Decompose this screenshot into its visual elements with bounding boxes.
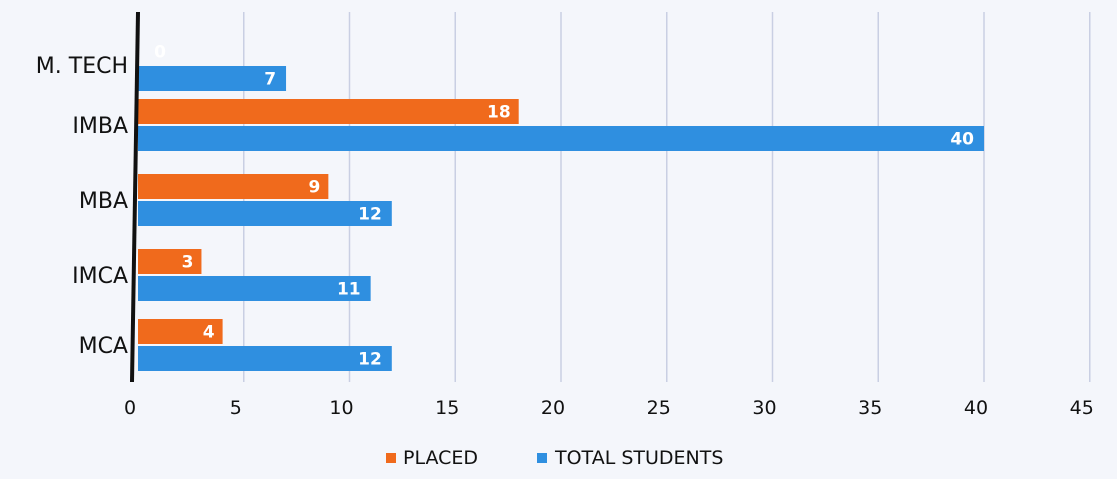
x-tick-label-25: 25 xyxy=(647,397,671,419)
value-label-total-students: 40 xyxy=(950,130,974,150)
bar-placed xyxy=(138,99,519,124)
category-label-mca: MCA xyxy=(79,334,128,359)
x-tick-label-5: 5 xyxy=(230,397,242,419)
bar-placed xyxy=(138,249,202,274)
value-label-total-students: 11 xyxy=(337,280,361,300)
category-label-m-tech: M. TECH xyxy=(36,54,128,79)
category-label-imba: IMBA xyxy=(72,114,128,139)
value-label-placed: 0 xyxy=(154,43,166,63)
y-axis-line xyxy=(130,11,140,383)
bar-total-students xyxy=(138,276,371,301)
x-tick-label-40: 40 xyxy=(964,397,988,419)
value-label-total-students: 12 xyxy=(358,350,382,370)
value-label-placed: 3 xyxy=(182,253,194,273)
value-label-total-students: 12 xyxy=(358,205,382,225)
value-label-placed: 4 xyxy=(203,323,215,343)
value-label-placed: 18 xyxy=(487,103,511,123)
bar-total-students xyxy=(138,126,984,151)
x-tick-label-0: 0 xyxy=(124,397,136,419)
x-tick-label-30: 30 xyxy=(752,397,776,419)
bar-total-students xyxy=(138,66,287,91)
legend-label-total-students: TOTAL STUDENTS xyxy=(554,447,723,469)
x-tick-label-10: 10 xyxy=(329,397,353,419)
x-tick-label-15: 15 xyxy=(435,397,459,419)
category-label-mba: MBA xyxy=(79,189,128,214)
bar-placed xyxy=(138,174,329,199)
x-tick-label-20: 20 xyxy=(541,397,565,419)
x-tick-label-35: 35 xyxy=(858,397,882,419)
legend-swatch-placed xyxy=(386,453,396,463)
legend-swatch-total-students xyxy=(537,453,547,463)
x-tick-label-45: 45 xyxy=(1070,397,1094,419)
value-label-total-students: 7 xyxy=(264,70,276,90)
bar-placed xyxy=(138,319,223,344)
legend-label-placed: PLACED xyxy=(403,447,478,469)
value-label-placed: 9 xyxy=(309,178,321,198)
bar-total-students xyxy=(138,346,392,371)
category-label-imca: IMCA xyxy=(72,264,128,289)
bar-total-students xyxy=(138,201,392,226)
